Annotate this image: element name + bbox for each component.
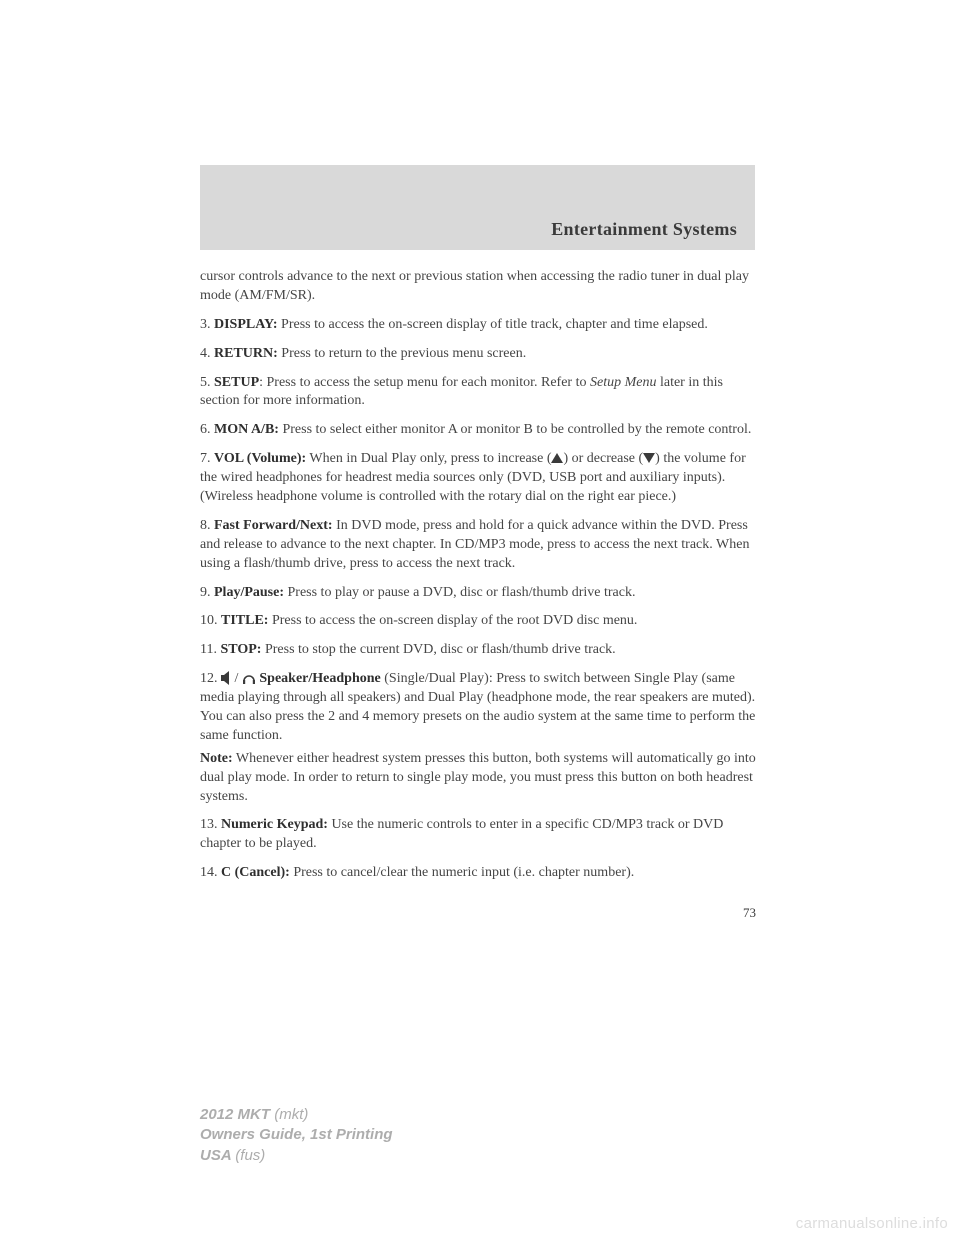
item-13: 13. Numeric Keypad: Use the numeric cont… [200,816,760,854]
section-title: Entertainment Systems [551,219,737,240]
item-text: Press to access the on-screen display of… [278,317,708,332]
footer-line-1: 2012 MKT (mkt) [200,1105,393,1125]
item-label: DISPLAY: [214,317,278,332]
speaker-icon [221,671,231,685]
item-text: Press to stop the current DVD, disc or f… [261,642,615,657]
footer-code2: (fus) [235,1147,265,1164]
headphone-icon [242,671,256,685]
item-num: 13. [200,817,218,832]
item-10: 10. TITLE: Press to access the on-screen… [200,612,760,631]
item-num: 9. [200,585,211,600]
item-num: 12. [200,671,221,686]
note-label: Note: [200,751,233,766]
item-6: 6. MON A/B: Press to select either monit… [200,421,760,440]
note-text: Whenever either headrest system presses … [200,751,756,804]
triangle-up-icon [551,453,563,463]
item-num: 6. [200,422,211,437]
item-3: 3. DISPLAY: Press to access the on-scree… [200,316,760,335]
item-label: Speaker/Headphone [259,671,380,686]
item-8: 8. Fast Forward/Next: In DVD mode, press… [200,517,760,574]
item-num: 3. [200,317,211,332]
watermark-text: carmanualsonline.info [796,1215,948,1232]
item-7: 7. VOL (Volume): When in Dual Play only,… [200,450,760,507]
item-num: 5. [200,375,211,390]
intro-paragraph: cursor controls advance to the next or p… [200,268,760,306]
item-text: Press to play or pause a DVD, disc or fl… [284,585,635,600]
footer-line-2: Owners Guide, 1st Printing [200,1125,393,1145]
item-t1: When in Dual Play only, press to increas… [306,451,551,466]
page-content: Entertainment Systems cursor controls ad… [200,165,760,921]
item-label: C (Cancel): [221,865,290,880]
header-band: Entertainment Systems [200,165,755,250]
item-4: 4. RETURN: Press to return to the previo… [200,345,760,364]
item-ital: Setup Menu [590,375,656,390]
item-text: : Press to access the setup menu for eac… [259,375,590,390]
item-num: 11. [200,642,217,657]
page-number: 73 [200,905,760,921]
footer-region: USA [200,1147,235,1164]
item-9: 9. Play/Pause: Press to play or pause a … [200,584,760,603]
item-12: 12. / Speaker/Headphone (Single/Dual Pla… [200,670,760,746]
footer-code1: (mkt) [274,1106,308,1123]
item-num: 7. [200,451,211,466]
item-num: 8. [200,518,211,533]
item-text: Press to select either monitor A or moni… [279,422,751,437]
item-12-note: Note: Whenever either headrest system pr… [200,750,760,807]
item-label: Numeric Keypad: [221,817,328,832]
item-label: Fast Forward/Next: [214,518,333,533]
item-t2: ) or decrease ( [563,451,643,466]
item-num: 10. [200,613,218,628]
item-num: 4. [200,346,211,361]
item-text: Press to access the on-screen display of… [268,613,637,628]
item-num: 14. [200,865,218,880]
item-label: STOP: [220,642,261,657]
item-text: Press to return to the previous menu scr… [278,346,526,361]
item-label: MON A/B: [214,422,279,437]
footer-block: 2012 MKT (mkt) Owners Guide, 1st Printin… [200,1105,393,1166]
item-label: TITLE: [221,613,268,628]
item-14: 14. C (Cancel): Press to cancel/clear th… [200,864,760,883]
item-5: 5. SETUP: Press to access the setup menu… [200,374,760,412]
triangle-down-icon [643,453,655,463]
item-label: Play/Pause: [214,585,284,600]
item-text: Press to cancel/clear the numeric input … [290,865,634,880]
footer-line-3: USA (fus) [200,1146,393,1166]
item-11: 11. STOP: Press to stop the current DVD,… [200,641,760,660]
item-label: VOL (Volume): [214,451,306,466]
item-label: SETUP [214,375,259,390]
item-label: RETURN: [214,346,278,361]
footer-model: 2012 MKT [200,1106,274,1123]
